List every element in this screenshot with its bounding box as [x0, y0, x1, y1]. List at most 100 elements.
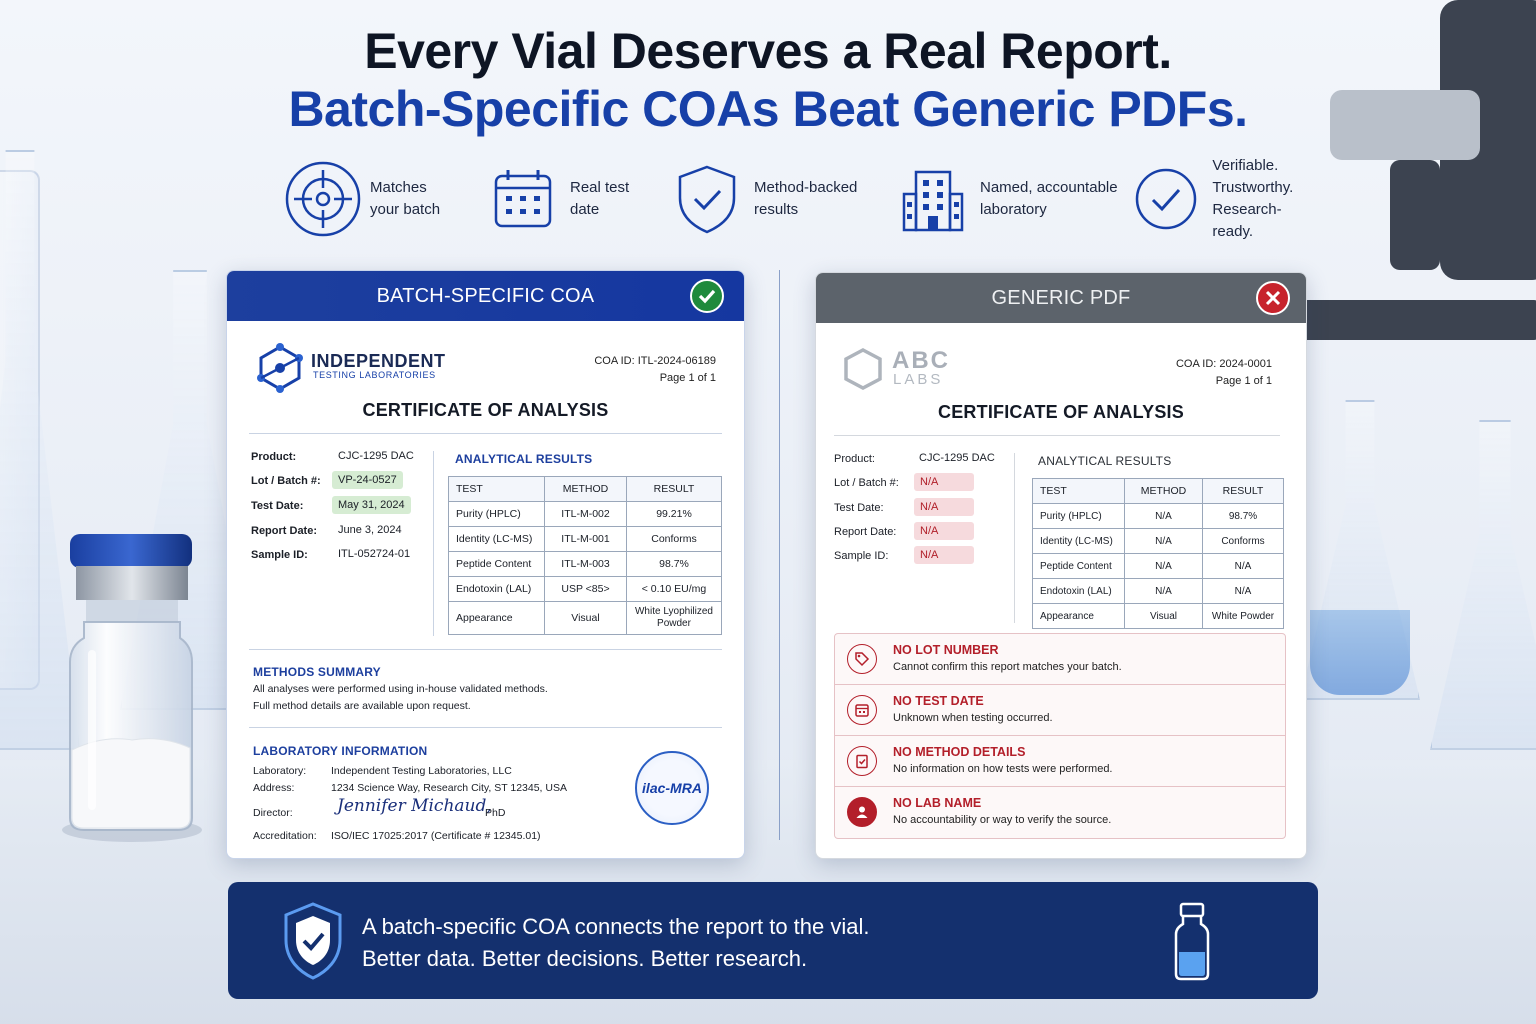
banner-line-2: Better data. Better decisions. Better re…	[362, 946, 808, 971]
batch-specific-coa-card: BATCH-SPECIFIC COA INDEPENDENT TESTING L…	[226, 270, 745, 859]
card-header: GENERIC PDF	[816, 273, 1306, 323]
field-label: Lot / Batch #:	[834, 477, 899, 489]
x-badge-icon	[1256, 281, 1290, 315]
divider	[249, 649, 722, 650]
results-table: TEST METHOD RESULT Purity (HPLC) ITL-M-0…	[448, 476, 722, 635]
column-divider	[433, 451, 434, 636]
methods-summary-text: All analyses were performed using in-hou…	[253, 683, 548, 712]
table-row: Endotoxin (LAL) N/A N/A	[1032, 578, 1284, 604]
lab-logo	[255, 343, 305, 398]
results-title: ANALYTICAL RESULTS	[1038, 454, 1172, 468]
list-item: NO METHOD DETAILS No information on how …	[835, 736, 1285, 787]
feature-matches-batch: Matches your batch	[284, 160, 440, 238]
tag-icon	[847, 644, 877, 674]
check-badge-icon	[690, 279, 724, 313]
table-row: Identity (LC-MS) N/A Conforms	[1032, 528, 1284, 554]
table-row: Endotoxin (LAL) USP <85> < 0.10 EU/mg	[448, 576, 722, 602]
generic-pdf-card: GENERIC PDF ABC LABS COA ID: 2024-0001 P…	[815, 272, 1307, 859]
microscope-stage	[1300, 300, 1536, 340]
coa-id: COA ID: 2024-0001	[1175, 358, 1272, 370]
feature-named-lab: Named, accountable laboratory	[894, 160, 1118, 238]
feature-row: Matches your batch Real test date Method…	[280, 157, 1320, 240]
table-header-row: TEST METHOD RESULT	[1032, 478, 1284, 504]
signature: Jennifer Michaud,	[337, 796, 492, 816]
feature-text: Matches your batch	[370, 179, 441, 218]
field-value-missing: N/A	[914, 473, 974, 491]
field-label: Lot / Batch #:	[251, 475, 321, 487]
divider	[249, 727, 722, 728]
field-label: Product:	[834, 453, 875, 465]
lab-info-title: LABORATORY INFORMATION	[253, 744, 428, 758]
field-value: CJC-1295 DAC	[919, 452, 995, 464]
coa-id-block: COA ID: 2024-0001 Page 1 of 1	[1176, 356, 1272, 390]
table-row: Peptide Content N/A N/A	[1032, 553, 1284, 579]
methods-summary-title: METHODS SUMMARY	[253, 665, 381, 679]
headline-line-1: Every Vial Deserves a Real Report.	[364, 23, 1172, 79]
list-item: NO TEST DATE Unknown when testing occurr…	[835, 685, 1285, 736]
field-label: Test Date:	[251, 500, 304, 512]
field-value: ITL-052724-01	[338, 548, 411, 560]
page-number: Page 1 of 1	[1215, 375, 1272, 387]
feature-text: Real test date	[570, 179, 630, 218]
vial-icon	[1172, 902, 1212, 987]
field-value-highlighted: May 31, 2024	[332, 496, 411, 514]
accreditation-seal: ilac-MRA	[635, 751, 709, 825]
banner-line-1: A batch-specific COA connects the report…	[362, 914, 870, 939]
certificate-title: CERTIFICATE OF ANALYSIS	[938, 402, 1184, 422]
generic-lab-name: ABC	[892, 347, 950, 374]
divider	[249, 433, 722, 434]
vial-illustration	[62, 530, 202, 860]
card-header: BATCH-SPECIFIC COA	[227, 271, 744, 321]
feature-method-backed: Method-backed results	[668, 160, 857, 238]
lab-name: INDEPENDENT	[311, 351, 446, 371]
feature-verifiable: Verifiable. Trustworthy. Research-ready.	[1128, 152, 1320, 246]
clipboard-check-icon	[847, 746, 877, 776]
headline: Every Vial Deserves a Real Report. Batch…	[0, 22, 1536, 138]
field-value-missing: N/A	[914, 498, 974, 516]
building-icon	[894, 160, 972, 238]
page-number: Page 1 of 1	[659, 372, 716, 384]
feature-text: Method-backed results	[754, 179, 858, 218]
table-row: Appearance Visual White Lyophilized Powd…	[448, 601, 722, 635]
column-header: METHOD	[544, 476, 627, 502]
molecule-logo-icon	[257, 343, 303, 393]
shield-check-icon	[280, 900, 346, 987]
list-item: NO LOT NUMBER Cannot confirm this report…	[835, 634, 1285, 685]
missing-info-list: NO LOT NUMBER Cannot confirm this report…	[834, 633, 1286, 839]
field-value: June 3, 2024	[338, 524, 402, 536]
table-row: Peptide Content ITL-M-003 98.7%	[448, 551, 722, 577]
column-header: TEST	[448, 476, 545, 502]
calendar-icon	[847, 695, 877, 725]
column-header: RESULT	[626, 476, 722, 502]
certificate-title: CERTIFICATE OF ANALYSIS	[362, 400, 609, 420]
field-value-highlighted: VP-24-0527	[332, 471, 403, 489]
field-label: Test Date:	[834, 502, 884, 514]
flask-right-liquid	[1310, 610, 1410, 695]
field-label: Sample ID:	[834, 550, 889, 562]
user-icon	[847, 797, 877, 827]
field-value-missing: N/A	[914, 546, 974, 564]
generic-lab-sub: LABS	[893, 371, 944, 388]
summary-banner: A batch-specific COA connects the report…	[228, 882, 1318, 999]
table-row: Purity (HPLC) N/A 98.7%	[1032, 503, 1284, 529]
results-title: ANALYTICAL RESULTS	[455, 452, 593, 466]
lab-subtitle: TESTING LABORATORIES	[313, 370, 436, 380]
glassware-left	[0, 170, 40, 690]
field-label: Report Date:	[251, 525, 318, 537]
field-label: Sample ID:	[251, 549, 308, 561]
table-row: Appearance Visual White Powder	[1032, 603, 1284, 629]
field-label: Product:	[251, 451, 297, 463]
coa-id: COA ID: ITL-2024-06189	[594, 355, 716, 367]
flask-far-right	[1430, 420, 1536, 750]
table-header-row: TEST METHOD RESULT	[448, 476, 722, 502]
column-divider	[1014, 453, 1015, 623]
headline-line-2: Batch-Specific COAs Beat Generic PDFs.	[288, 81, 1248, 137]
microscope-lens	[1390, 160, 1440, 270]
feature-text: Named, accountable laboratory	[980, 179, 1118, 218]
shield-check-icon	[668, 160, 746, 238]
field-label: Report Date:	[834, 526, 897, 538]
divider	[834, 435, 1280, 436]
field-value: CJC-1295 DAC	[338, 450, 414, 462]
vertical-divider	[779, 270, 780, 840]
table-row: Identity (LC-MS) ITL-M-001 Conforms	[448, 526, 722, 552]
